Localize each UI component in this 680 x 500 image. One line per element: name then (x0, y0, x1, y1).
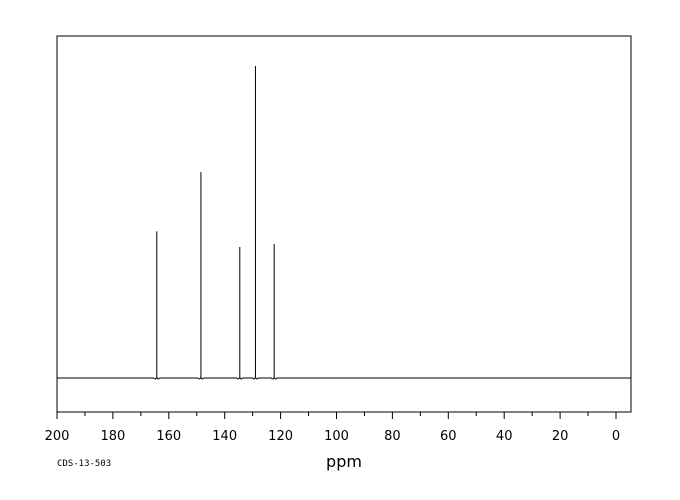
x-tick-label: 20 (552, 429, 569, 444)
x-tick-label: 80 (384, 429, 401, 444)
x-tick-label: 100 (324, 429, 349, 444)
x-tick-label: 60 (440, 429, 457, 444)
spectrum-peaks (156, 66, 275, 378)
x-axis-ticks (56, 412, 617, 419)
spectrum-code: CDS-13-503 (57, 459, 111, 469)
x-axis-title: ppm (326, 452, 362, 471)
x-tick-label: 180 (100, 429, 125, 444)
x-tick-label: 140 (212, 429, 237, 444)
spectrum-line (57, 377, 631, 380)
x-tick-label: 160 (156, 429, 181, 444)
x-tick-label: 0 (612, 429, 620, 444)
x-axis-tick-labels: 200 180 160 140 120 100 80 60 40 20 0 (45, 429, 621, 444)
plot-frame (56, 35, 632, 413)
x-tick-label: 120 (268, 429, 293, 444)
x-tick-label: 40 (496, 429, 513, 444)
x-tick-label: 200 (45, 429, 70, 444)
